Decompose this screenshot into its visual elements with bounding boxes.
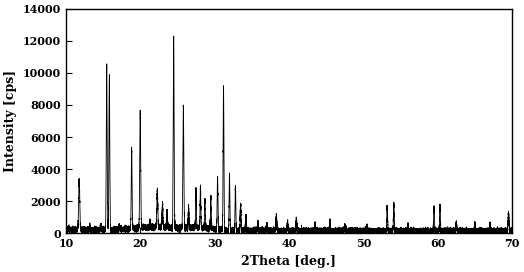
Y-axis label: Intensity [cps]: Intensity [cps] (4, 70, 17, 172)
X-axis label: 2Theta [deg.]: 2Theta [deg.] (242, 255, 336, 268)
